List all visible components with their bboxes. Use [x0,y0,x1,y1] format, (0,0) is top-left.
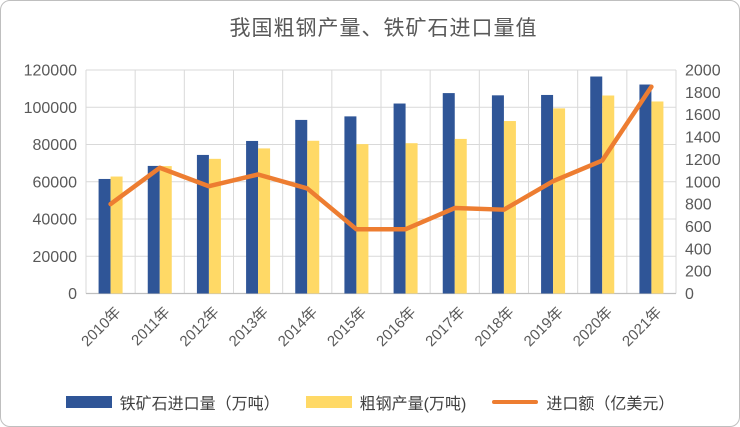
bar-crude-steel-output-2010年 [110,176,123,294]
bar-crude-steel-output-2019年 [553,108,566,294]
legend-item-crude-steel-output: 粗钢产量(万吨) [305,390,467,414]
plot-area: 0 20000 40000 60000 80000 100000 120000 0 200 400… [24,63,721,351]
right-axis-tick-label: 1000 [685,174,721,191]
left-axis-tick-label: 80000 [33,137,78,154]
left-axis-tick-label: 20000 [33,249,78,266]
right-axis-tick-label: 800 [685,197,712,214]
legend-label-import-value: 进口额（亿美元） [546,396,675,413]
bar-iron-ore-imports-2011年 [147,165,160,294]
import-value-legend-swatch [492,400,539,404]
right-axis-tick-label: 1600 [685,107,721,124]
bar-crude-steel-output-2021年 [651,101,664,294]
legend: 铁矿石进口量（万吨） 粗钢产量(万吨) 进口额（亿美元） [1,390,739,414]
x-axis-tick-label: 2020年 [570,304,616,350]
right-axis-tick-label: 1400 [685,130,721,147]
x-axis-tick-label: 2018年 [472,304,518,350]
bar-iron-ore-imports-2020年 [590,76,603,294]
bar-crude-steel-output-2013年 [258,148,271,294]
bar-crude-steel-output-2017年 [454,138,467,294]
right-axis-tick-label: 200 [685,264,712,281]
line-import-value [108,84,654,232]
right-axis-tick-label: 0 [685,286,694,303]
x-axis-tick-label: 2017年 [422,304,468,350]
left-axis-tick-label: 100000 [24,100,77,117]
left-axis-tick-label: 60000 [33,174,78,191]
x-axis-tick-label: 2021年 [619,304,665,350]
left-axis-tick-label: 120000 [24,63,77,80]
bar-iron-ore-imports-2010年 [98,178,111,294]
bar-crude-steel-output-2015年 [356,144,369,294]
x-axis-tick-label: 2016年 [373,304,419,350]
bar-crude-steel-output-2020年 [602,95,615,294]
right-axis-tick-label: 2000 [685,63,721,80]
iron-ore-legend-swatch [65,396,112,408]
bar-iron-ore-imports-2013年 [246,140,259,294]
bar-iron-ore-imports-2012年 [196,154,209,294]
left-axis-tick-label: 0 [68,286,77,303]
bar-crude-steel-output-2014年 [307,140,320,294]
right-axis-tick-label: 400 [685,241,712,258]
x-axis-tick-label: 2012年 [177,304,223,350]
bar-iron-ore-imports-2014年 [295,119,308,294]
bar-crude-steel-output-2016年 [405,143,418,294]
legend-item-iron-ore-imports: 铁矿石进口量（万吨） [65,390,280,414]
bar-iron-ore-imports-2017年 [442,93,455,294]
x-axis-tick-label: 2015年 [324,304,370,350]
left-axis-tick-label: 40000 [33,212,78,229]
bar-iron-ore-imports-2018年 [491,95,504,294]
right-axis-tick-label: 600 [685,219,712,236]
x-axis-tick-label: 2013年 [226,304,272,350]
bar-iron-ore-imports-2021年 [639,84,652,294]
chart-title: 我国粗钢产量、铁矿石进口量值 [229,17,538,40]
bar-iron-ore-imports-2019年 [541,94,554,294]
x-axis-tick-label: 2011年 [128,304,173,349]
legend-item-import-value: 进口额（亿美元） [492,390,674,414]
legend-label-crude-steel-output: 粗钢产量(万吨) [359,396,467,413]
bar-crude-steel-output-2011年 [159,166,172,294]
bar-crude-steel-output-2012年 [208,158,221,294]
x-axis-tick-label: 2014年 [275,304,321,350]
crude-steel-legend-swatch [305,396,352,408]
x-axis-tick-label: 2019年 [521,304,567,350]
bar-iron-ore-imports-2016年 [393,103,406,294]
legend-label-iron-ore-imports: 铁矿石进口量（万吨） [119,396,280,413]
bar-iron-ore-imports-2015年 [344,116,357,294]
x-axis-tick-label: 2010年 [78,304,124,350]
right-axis-tick-label: 1200 [685,152,721,169]
right-axis-tick-label: 1800 [685,85,721,102]
